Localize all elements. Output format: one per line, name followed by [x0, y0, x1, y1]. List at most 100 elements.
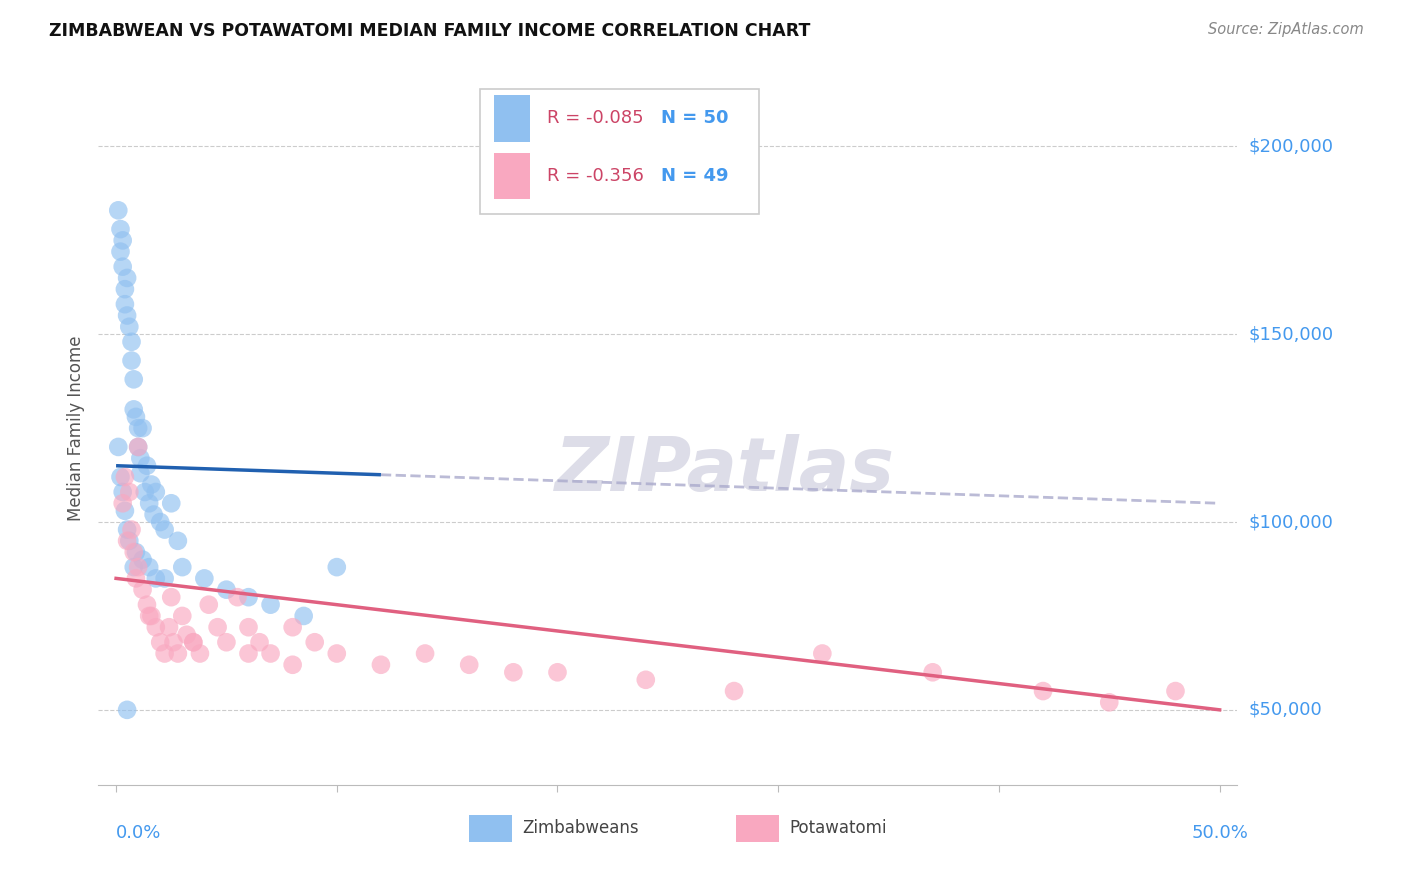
Point: [111, 260, 134, 274]
Point: [188, 647, 211, 661]
Point: [145, 620, 167, 634]
Point: [127, 440, 149, 454]
Point: [413, 647, 436, 661]
Text: ZIMBABWEAN VS POTAWATOMI MEDIAN FAMILY INCOME CORRELATION CHART: ZIMBABWEAN VS POTAWATOMI MEDIAN FAMILY I…: [49, 22, 811, 40]
Point: [145, 485, 167, 500]
Point: [1164, 684, 1187, 698]
Point: [114, 470, 136, 484]
Point: [107, 440, 129, 454]
Point: [249, 635, 271, 649]
Point: [153, 523, 176, 537]
Point: [111, 496, 134, 510]
Point: [207, 620, 229, 634]
Point: [1032, 684, 1054, 698]
FancyBboxPatch shape: [494, 153, 530, 199]
Text: N = 49: N = 49: [661, 167, 728, 185]
Point: [149, 635, 172, 649]
Point: [114, 297, 136, 311]
Point: [157, 620, 180, 634]
Point: [458, 657, 481, 672]
Text: Potawatomi: Potawatomi: [790, 819, 887, 837]
Point: [138, 496, 160, 510]
Point: [215, 635, 238, 649]
Point: [304, 635, 326, 649]
Point: [921, 665, 943, 680]
Point: [162, 635, 184, 649]
Text: $150,000: $150,000: [1249, 326, 1333, 343]
FancyBboxPatch shape: [737, 815, 779, 842]
Text: $200,000: $200,000: [1249, 137, 1333, 155]
Text: 0.0%: 0.0%: [117, 824, 162, 842]
Point: [122, 372, 145, 386]
Point: [193, 571, 215, 585]
Point: [292, 609, 315, 624]
Point: [167, 533, 190, 548]
Point: [131, 582, 153, 597]
Point: [138, 609, 160, 624]
Text: $50,000: $50,000: [1249, 701, 1322, 719]
Point: [125, 409, 148, 424]
Text: R = -0.085: R = -0.085: [547, 110, 644, 128]
Point: [723, 684, 745, 698]
Point: [110, 470, 132, 484]
Point: [326, 647, 349, 661]
Point: [115, 271, 138, 285]
Text: 50.0%: 50.0%: [1191, 824, 1249, 842]
Point: [107, 203, 129, 218]
Point: [142, 508, 165, 522]
FancyBboxPatch shape: [479, 89, 759, 214]
Point: [281, 657, 304, 672]
Point: [634, 673, 657, 687]
Point: [136, 598, 159, 612]
Point: [226, 590, 249, 604]
Point: [118, 485, 141, 500]
Point: [125, 571, 148, 585]
Point: [125, 545, 148, 559]
Point: [122, 545, 145, 559]
Point: [115, 703, 138, 717]
Point: [145, 571, 167, 585]
Point: [172, 609, 194, 624]
Point: [111, 485, 134, 500]
FancyBboxPatch shape: [494, 95, 530, 142]
Point: [811, 647, 834, 661]
Point: [121, 334, 143, 349]
Point: [115, 533, 138, 548]
Point: [121, 523, 143, 537]
Point: [110, 222, 132, 236]
Point: [134, 485, 156, 500]
Point: [136, 458, 159, 473]
Point: [122, 402, 145, 417]
Point: [547, 665, 569, 680]
Point: [160, 590, 183, 604]
Text: $100,000: $100,000: [1249, 513, 1333, 531]
Point: [502, 665, 524, 680]
Point: [197, 598, 219, 612]
Text: R = -0.356: R = -0.356: [547, 167, 644, 185]
Point: [141, 609, 163, 624]
Point: [111, 233, 134, 247]
Point: [127, 421, 149, 435]
Point: [129, 451, 152, 466]
Point: [326, 560, 349, 574]
Point: [183, 635, 205, 649]
Text: Zimbabweans: Zimbabweans: [522, 819, 638, 837]
Point: [114, 282, 136, 296]
Point: [110, 244, 132, 259]
Point: [1098, 695, 1121, 709]
FancyBboxPatch shape: [468, 815, 512, 842]
Point: [149, 515, 172, 529]
Point: [127, 560, 149, 574]
Point: [259, 598, 281, 612]
Point: [183, 635, 205, 649]
Point: [127, 440, 149, 454]
Point: [131, 552, 153, 566]
Text: ZIPatlas: ZIPatlas: [555, 434, 894, 508]
Point: [153, 571, 176, 585]
Point: [118, 533, 141, 548]
Point: [238, 590, 260, 604]
Point: [160, 496, 183, 510]
Point: [172, 560, 194, 574]
Point: [131, 421, 153, 435]
Y-axis label: Median Family Income: Median Family Income: [67, 335, 86, 521]
